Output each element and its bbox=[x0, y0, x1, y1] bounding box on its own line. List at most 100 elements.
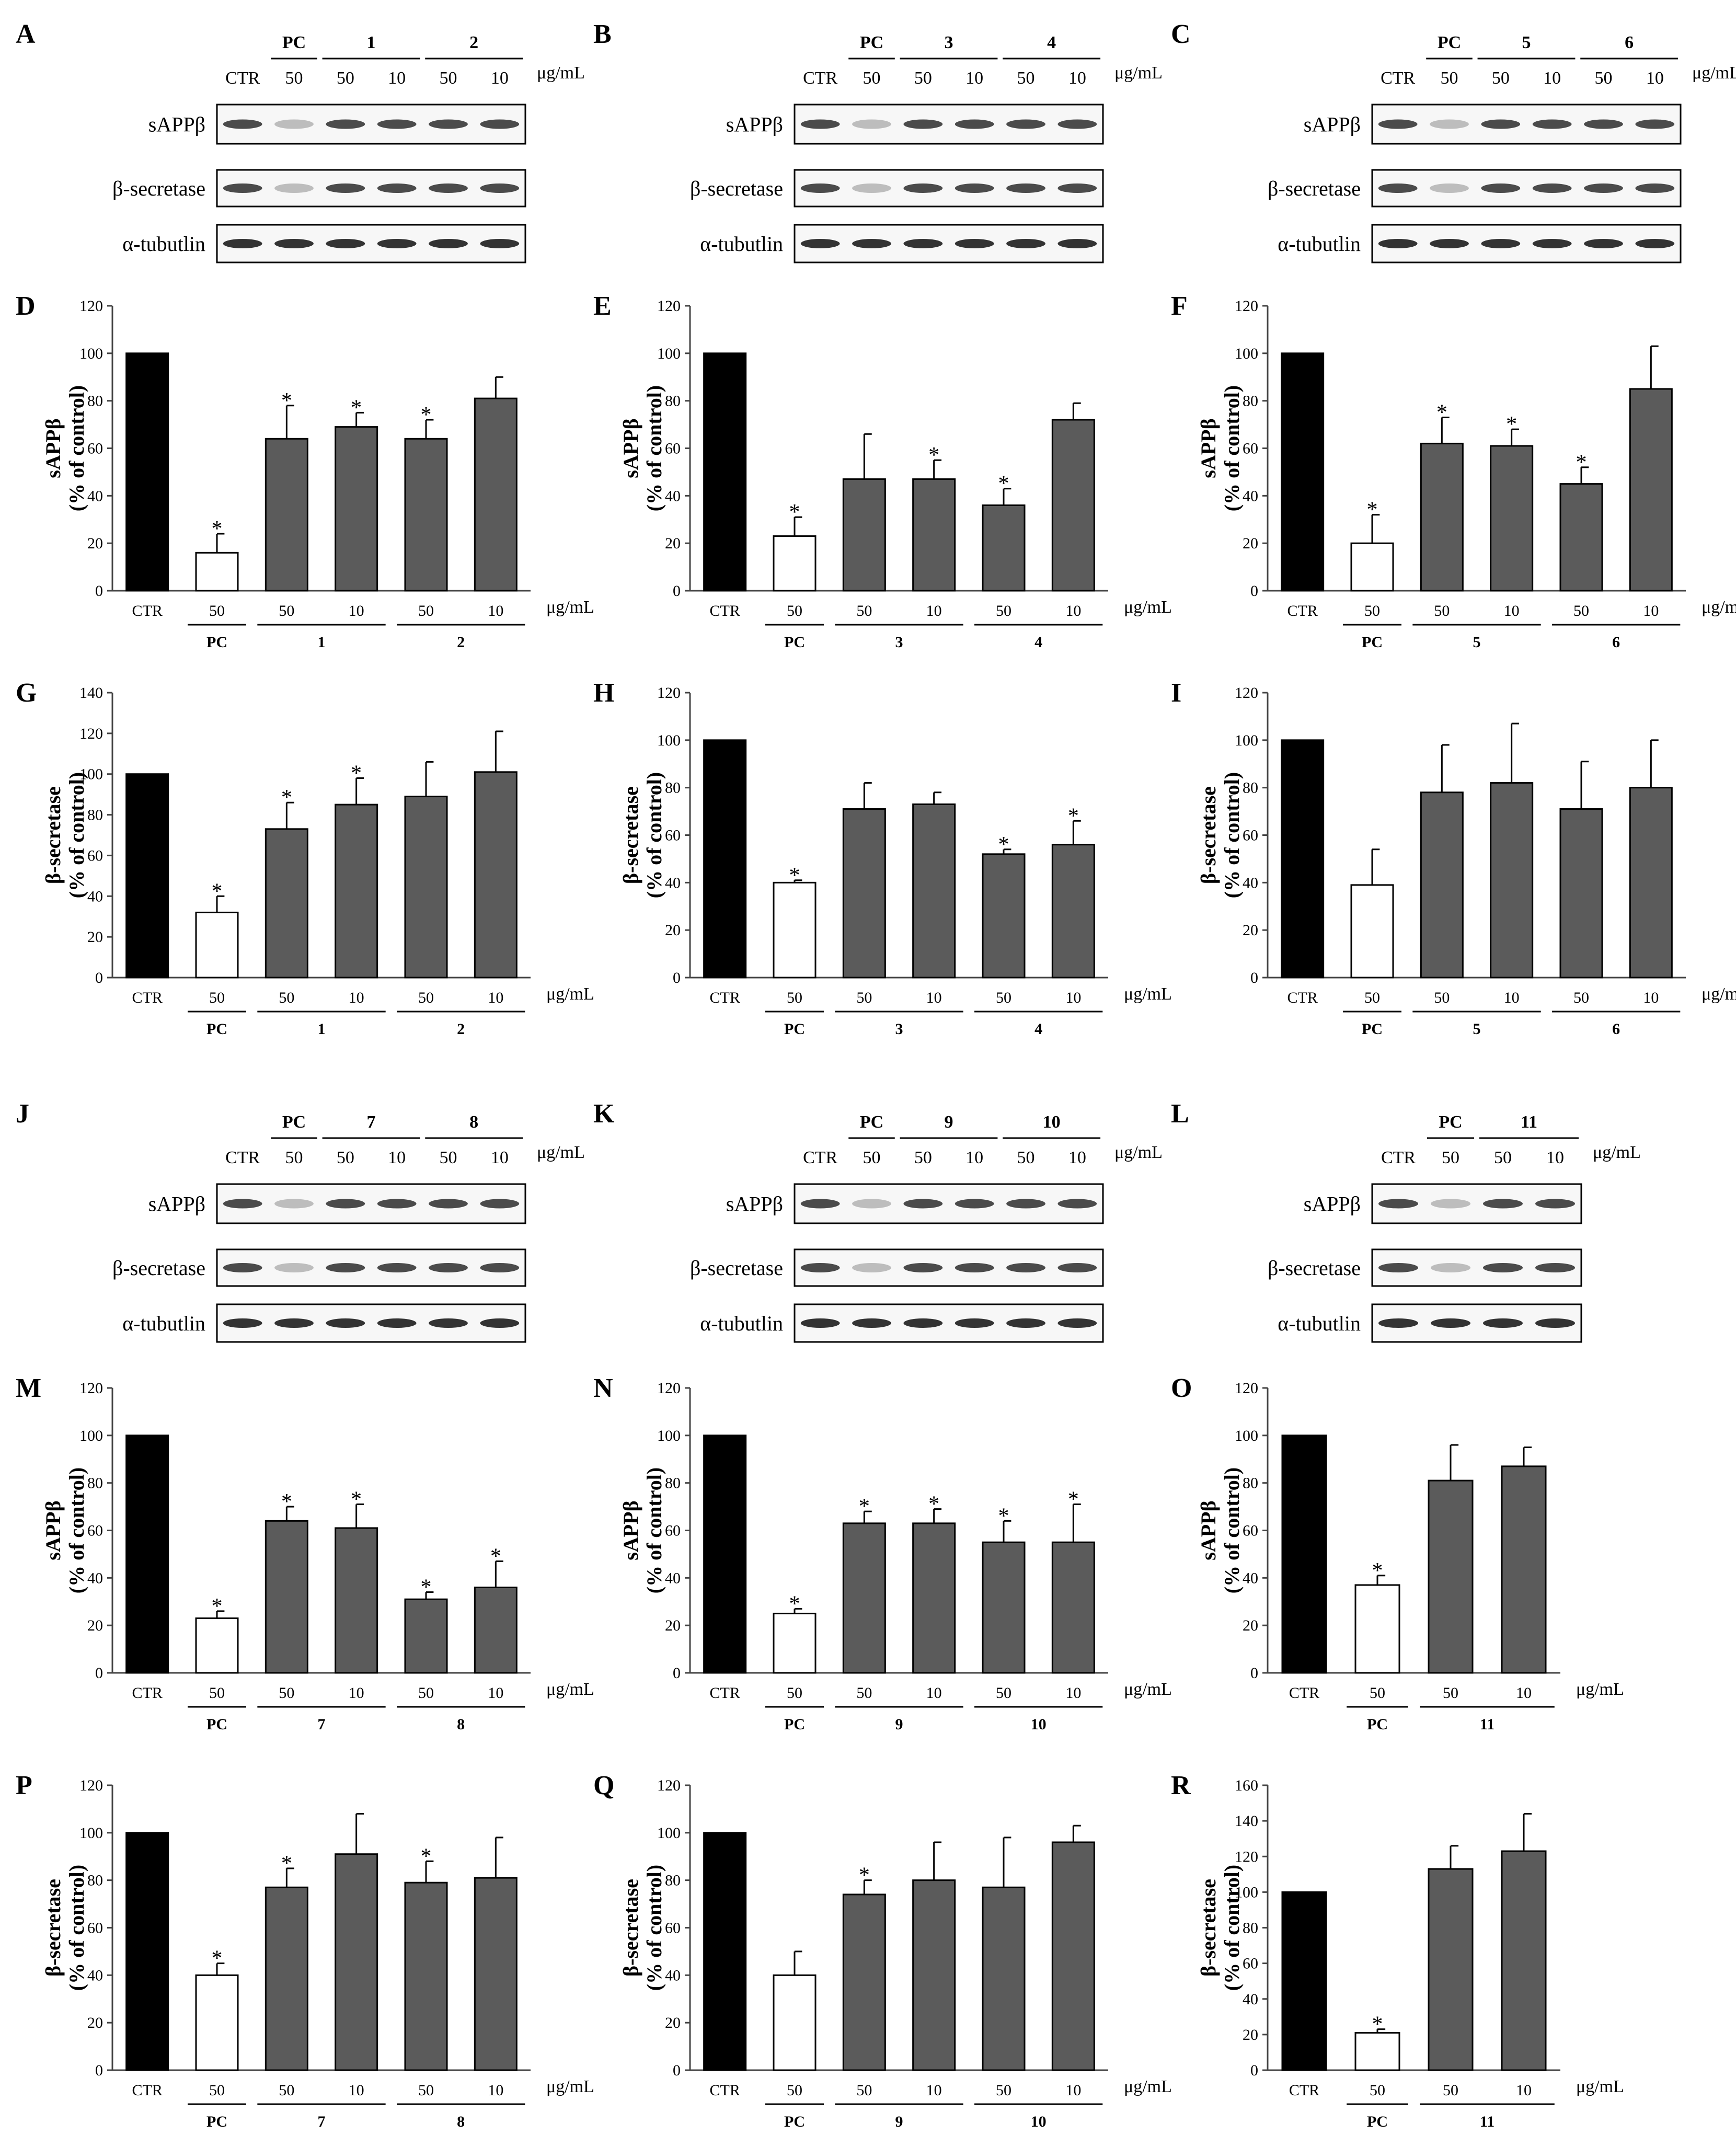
y-axis-label: β-secretase bbox=[41, 1879, 65, 1977]
y-tick-label: 60 bbox=[1243, 1955, 1258, 1972]
panel-letter: B bbox=[593, 19, 612, 49]
x-tick-label: 10 bbox=[1504, 989, 1520, 1006]
blot-frame bbox=[1371, 224, 1682, 263]
unit-label: μg/mL bbox=[1701, 598, 1736, 617]
group-label: 7 bbox=[318, 1716, 326, 1733]
blot-band bbox=[377, 1263, 417, 1272]
blot-band bbox=[429, 1318, 468, 1328]
group-label: 8 bbox=[457, 2113, 465, 2130]
significance-star: * bbox=[998, 833, 1009, 857]
group-label: PC bbox=[784, 1020, 805, 1038]
lane-label: CTR bbox=[1381, 1148, 1416, 1167]
blot-group-label: PC bbox=[1438, 33, 1461, 52]
y-tick-label: 20 bbox=[665, 535, 681, 552]
y-tick-label: 100 bbox=[1235, 1427, 1258, 1444]
x-tick-label: 10 bbox=[1065, 1684, 1081, 1702]
x-tick-label: 50 bbox=[1364, 602, 1380, 619]
x-tick-label: 10 bbox=[349, 989, 364, 1006]
x-tick-label: 50 bbox=[856, 2082, 872, 2099]
blot-group-label: PC bbox=[282, 1112, 306, 1132]
significance-star: * bbox=[281, 786, 292, 810]
y-tick-label: 0 bbox=[95, 2062, 103, 2079]
unit-label: μg/mL bbox=[1124, 598, 1172, 617]
y-tick-label: 80 bbox=[87, 1872, 103, 1889]
blot-band bbox=[1481, 119, 1521, 129]
unit-label: μg/mL bbox=[546, 2077, 594, 2096]
bar bbox=[773, 881, 817, 979]
y-axis-label-units: (% of control) bbox=[642, 1467, 666, 1593]
bar bbox=[912, 803, 956, 979]
group-label: 5 bbox=[1473, 634, 1481, 651]
bar bbox=[404, 1881, 448, 2071]
bar bbox=[265, 438, 308, 592]
bar bbox=[195, 1617, 239, 1674]
x-tick-label: 10 bbox=[488, 2082, 503, 2099]
y-tick-label: 40 bbox=[87, 487, 103, 504]
blot-band bbox=[274, 1318, 314, 1328]
group-label: PC bbox=[206, 634, 227, 651]
bar bbox=[1501, 1850, 1547, 2071]
blot-band bbox=[1532, 119, 1572, 129]
lane-label: 50 bbox=[1442, 1148, 1459, 1167]
blot-band bbox=[955, 119, 994, 129]
blot-band bbox=[377, 183, 417, 193]
chart-panel-m: M 0 20 40 60 80 100 120 sAPPβ (% of control) CTR * 5… bbox=[16, 1373, 594, 1733]
significance-star: * bbox=[281, 389, 292, 413]
y-tick-label: 40 bbox=[665, 487, 681, 504]
x-tick-label: 50 bbox=[856, 989, 872, 1006]
y-tick-label: 0 bbox=[673, 969, 681, 986]
significance-star: * bbox=[998, 1504, 1009, 1528]
bar bbox=[404, 796, 448, 979]
unit-label: μg/mL bbox=[546, 984, 594, 1004]
bar bbox=[1629, 388, 1673, 592]
blot-band bbox=[903, 1263, 943, 1272]
lane-label: 50 bbox=[337, 1148, 354, 1167]
blot-frame bbox=[216, 1248, 526, 1287]
y-tick-label: 120 bbox=[1235, 1848, 1258, 1865]
blot-panel-j: J PC 7 8 CTR 50 50 10 50 10 μg/mL sAPPβ β-secretase α… bbox=[16, 1099, 585, 1343]
blot-band bbox=[1006, 1263, 1045, 1272]
y-axis-label-units: (% of control) bbox=[1220, 1467, 1244, 1593]
bar bbox=[842, 1893, 886, 2071]
blot-band bbox=[429, 239, 468, 248]
y-axis-label: sAPPβ bbox=[41, 418, 65, 478]
x-tick-label: 50 bbox=[787, 2082, 802, 2099]
blot-band bbox=[1431, 1263, 1470, 1272]
unit-label: μg/mL bbox=[546, 598, 594, 617]
blot-frame bbox=[794, 1248, 1104, 1287]
y-tick-label: 40 bbox=[87, 1967, 103, 1984]
x-tick-label: CTR bbox=[1289, 1684, 1319, 1702]
blot-frame bbox=[216, 1183, 526, 1224]
lane-label: 50 bbox=[1494, 1148, 1512, 1167]
blot-row-label: β-secretase bbox=[1268, 177, 1361, 200]
panel-letter: M bbox=[16, 1373, 41, 1403]
y-tick-label: 20 bbox=[1243, 535, 1258, 552]
panel-letter: N bbox=[593, 1373, 613, 1403]
x-tick-label: CTR bbox=[132, 602, 162, 619]
y-tick-label: 40 bbox=[87, 888, 103, 905]
blot-band bbox=[852, 119, 891, 129]
panel-letter: J bbox=[16, 1099, 29, 1129]
y-tick-label: 0 bbox=[673, 1665, 681, 1682]
x-tick-label: 10 bbox=[488, 989, 503, 1006]
y-tick-label: 100 bbox=[79, 766, 103, 783]
bar bbox=[195, 1974, 239, 2071]
blot-row-label: α-tubutlin bbox=[1278, 1312, 1361, 1335]
group-label: PC bbox=[784, 634, 805, 651]
bar bbox=[1350, 542, 1394, 592]
y-axis-label-units: (% of control) bbox=[65, 772, 88, 898]
y-tick-label: 0 bbox=[1250, 1665, 1258, 1682]
y-axis-label: sAPPβ bbox=[619, 1500, 642, 1560]
x-tick-label: 10 bbox=[926, 1684, 942, 1702]
bar bbox=[912, 1879, 956, 2071]
bar bbox=[1420, 791, 1464, 979]
group-label: 10 bbox=[1031, 1716, 1047, 1733]
blot-frame bbox=[216, 224, 526, 263]
y-tick-label: 120 bbox=[79, 1380, 103, 1397]
bar bbox=[1281, 352, 1325, 592]
y-axis-label-units: (% of control) bbox=[65, 1865, 88, 1991]
significance-star: * bbox=[421, 403, 432, 427]
y-tick-label: 120 bbox=[657, 297, 681, 315]
y-tick-label: 80 bbox=[87, 393, 103, 410]
